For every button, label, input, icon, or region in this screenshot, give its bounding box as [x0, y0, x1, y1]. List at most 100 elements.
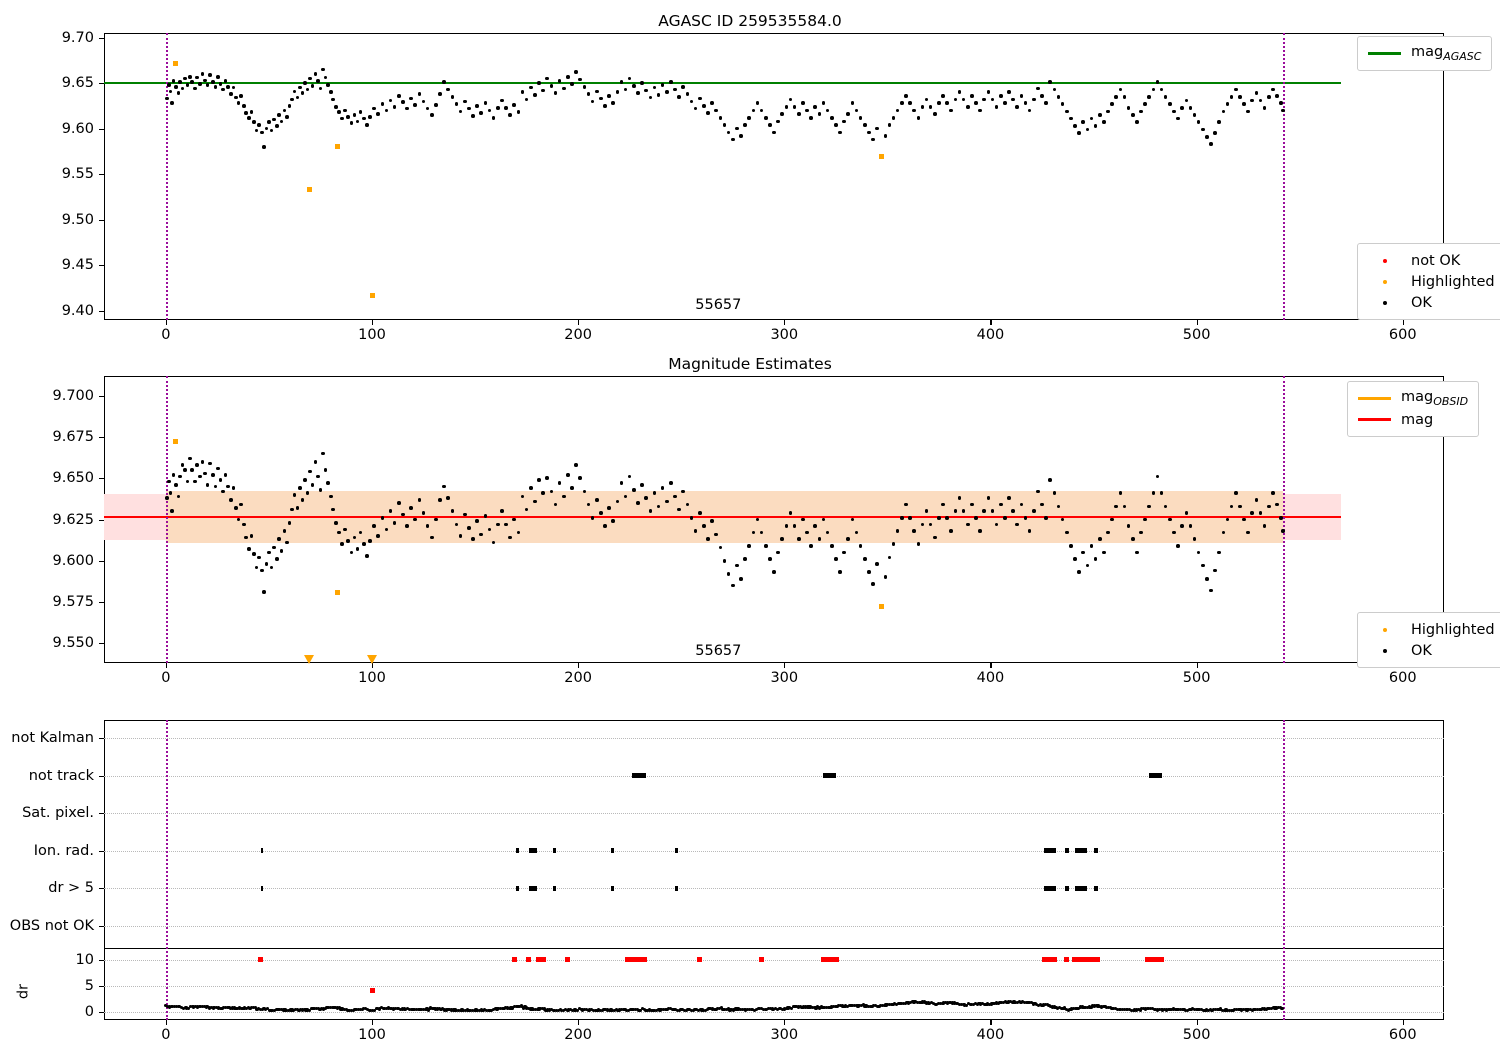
dr-point-ok — [376, 1007, 380, 1011]
data-point-ok — [1192, 113, 1197, 117]
data-point-ok — [986, 90, 991, 95]
dr-point-ok — [956, 1002, 960, 1006]
dr-point-ok — [1199, 1007, 1204, 1011]
ytick-label-middle-5: 9.675 — [52, 429, 94, 446]
data-point-ok — [640, 81, 644, 85]
dr-point-ok — [441, 1006, 445, 1011]
data-point-ok — [537, 478, 541, 482]
data-point-ok — [292, 492, 297, 497]
data-point-ok — [611, 101, 615, 105]
dr-point-ok — [530, 1007, 534, 1011]
flag-marker — [260, 848, 264, 853]
dr-point-ok — [875, 1005, 879, 1009]
dr-point-ok — [819, 1005, 823, 1009]
data-point-ok — [512, 517, 517, 522]
data-point-ok — [603, 524, 607, 528]
dr-point-ok — [893, 1001, 897, 1005]
obs-boundary-line-bottom-1 — [1283, 720, 1286, 1020]
data-point-ok — [1233, 491, 1238, 495]
legend-entry[interactable]: mag — [1358, 409, 1468, 430]
gridline-flag-2 — [104, 813, 1444, 814]
dr-point-ok — [1112, 1006, 1116, 1010]
flag-marker — [1149, 773, 1162, 778]
data-point-ok — [858, 544, 863, 548]
dr-point-ok — [1108, 1005, 1112, 1010]
legend-entry[interactable]: magAGASC — [1368, 43, 1481, 64]
ytick-label-middle-1: 9.575 — [52, 593, 94, 610]
legend-entry[interactable]: not OK — [1368, 250, 1495, 271]
dr-point-ok — [1084, 1005, 1088, 1009]
data-point-ok — [434, 517, 438, 522]
legend-entry[interactable]: Highlighted — [1368, 619, 1495, 640]
dr-point-ok — [209, 1006, 213, 1010]
dr-point-ok — [803, 1005, 808, 1009]
hline-mag-AGASC — [104, 82, 1341, 85]
dr-point-ok — [688, 1007, 692, 1012]
dr-point-ok — [502, 1006, 506, 1010]
dr-point-ok — [1210, 1008, 1214, 1013]
dr-point-ok — [679, 1008, 683, 1012]
dr-point-ok — [796, 1005, 801, 1009]
data-point-ok — [401, 512, 405, 517]
legend-label: mag — [1401, 411, 1434, 428]
data-point-ok — [1023, 101, 1028, 105]
data-point-ok — [188, 74, 192, 79]
dr-point-ok — [863, 1004, 867, 1008]
data-point-ok — [735, 563, 739, 568]
data-point-ok — [545, 76, 550, 81]
data-point-ok — [867, 570, 871, 575]
legend-entry[interactable]: magOBSID — [1358, 388, 1468, 409]
data-point-ok — [1114, 94, 1118, 99]
dr-point-ok — [267, 1009, 271, 1013]
dr-point-ok — [1173, 1007, 1177, 1012]
dr-point-ok — [591, 1009, 595, 1013]
legend-entry[interactable]: Highlighted — [1368, 271, 1495, 292]
data-point-ok — [211, 80, 215, 84]
dr-point-ok — [516, 1005, 520, 1009]
xtick-label-top-4: 400 — [976, 327, 1005, 343]
dr-point-ok — [344, 1008, 348, 1012]
dr-point-ok — [567, 1008, 571, 1012]
ytick-label-flag-4: dr > 5 — [48, 880, 94, 896]
dr-point-ok — [470, 1009, 475, 1013]
dr-point-ok — [1021, 1000, 1025, 1004]
dr-point-ok — [1078, 1005, 1083, 1009]
dr-point-ok — [497, 1007, 501, 1011]
data-point-ok — [504, 105, 508, 110]
data-point-ok — [316, 474, 320, 479]
dr-point-ok — [169, 1004, 173, 1008]
dr-point-ok — [747, 1008, 751, 1012]
dr-point-ok — [1245, 1008, 1249, 1012]
data-point-ok — [174, 84, 178, 89]
data-point-ok — [747, 115, 752, 120]
dr-point-ok — [751, 1007, 755, 1011]
data-point-ok — [1015, 105, 1020, 109]
data-point-ok — [213, 484, 218, 489]
data-point-ok — [1254, 497, 1259, 502]
legend-entry[interactable]: OK — [1368, 640, 1495, 661]
data-point-ok — [249, 110, 254, 115]
obs-boundary-line-top-0 — [165, 33, 168, 320]
data-point-ok — [751, 530, 756, 535]
data-point-ok — [768, 557, 772, 561]
ytick-mark-flag-4 — [99, 888, 104, 890]
data-point-ok — [310, 483, 315, 487]
data-point-ok — [425, 524, 430, 528]
dr-point-ok — [409, 1008, 413, 1012]
data-point-ok — [1250, 98, 1255, 103]
legend-entry[interactable]: OK — [1368, 292, 1495, 313]
dr-point-ok — [537, 1007, 541, 1011]
data-point-ok — [438, 497, 442, 502]
dr-point-ok — [449, 1008, 454, 1012]
dr-point-ok — [456, 1009, 461, 1013]
data-point-ok — [1069, 116, 1073, 121]
data-point-ok — [352, 535, 357, 540]
data-point-ok — [434, 103, 438, 107]
data-point-ok — [308, 76, 312, 81]
dr-point-ok — [1007, 1000, 1011, 1004]
dr-point-ok — [761, 1007, 765, 1011]
dr-point-ok — [328, 1006, 333, 1010]
dr-point-ok — [833, 1004, 837, 1009]
dr-point-ok — [942, 1001, 946, 1005]
dr-point-ok — [901, 1001, 906, 1006]
